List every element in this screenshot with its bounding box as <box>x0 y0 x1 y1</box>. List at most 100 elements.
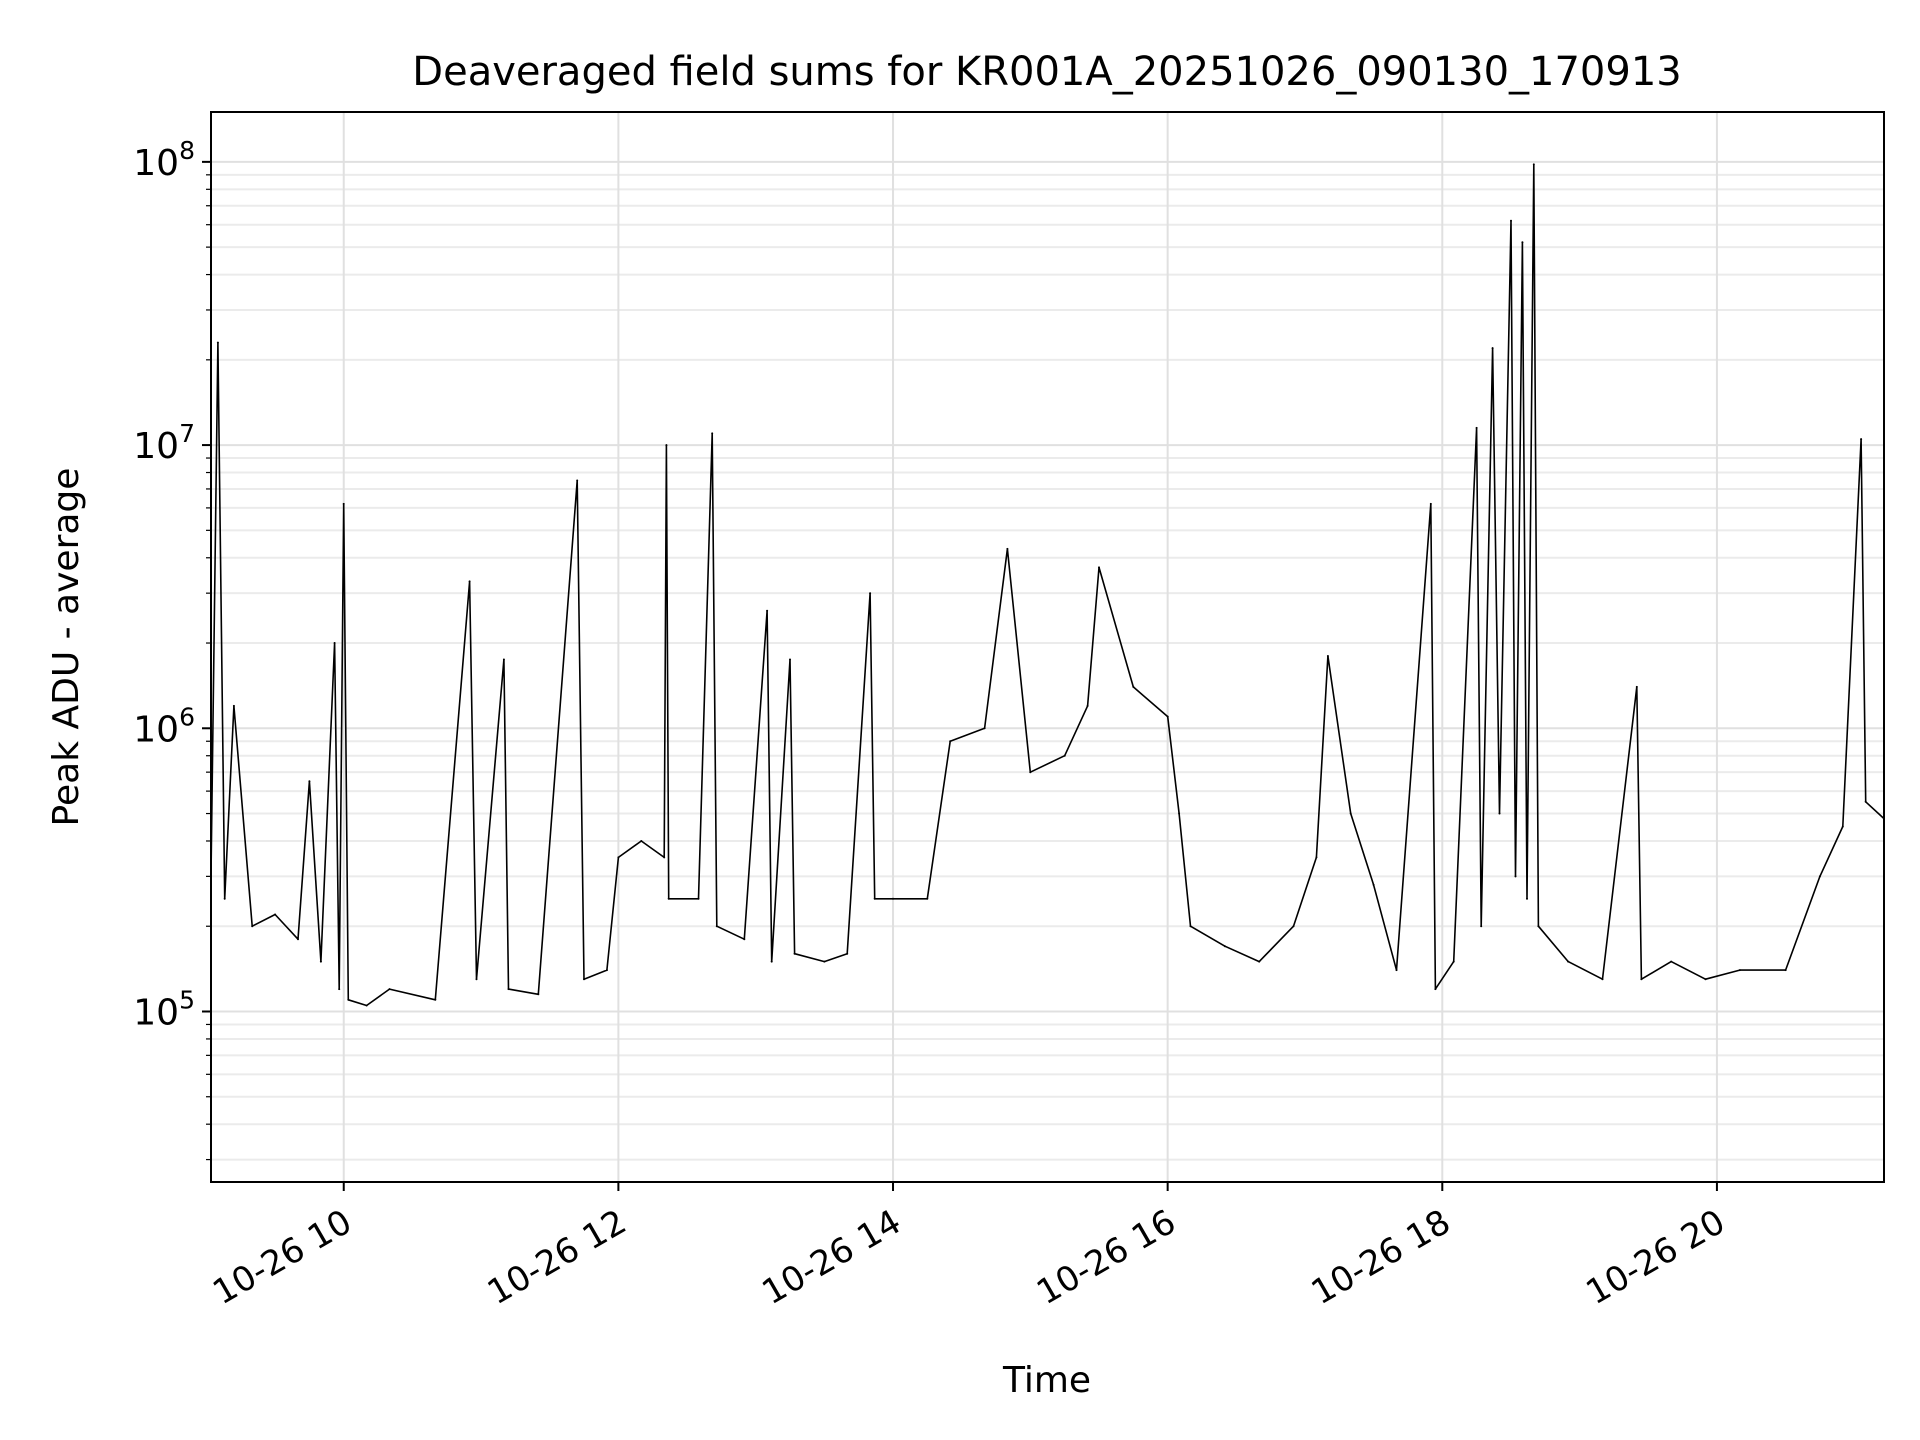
data-point <box>308 780 311 783</box>
data-point <box>1063 754 1066 757</box>
data-point <box>1349 812 1352 815</box>
y-tick-label: 106 <box>133 702 195 750</box>
data-point <box>1452 960 1455 963</box>
data-point <box>711 432 714 435</box>
y-axis-label: Peak ADU - average <box>46 468 87 827</box>
data-point <box>468 580 471 583</box>
data-point <box>333 642 336 644</box>
data-point <box>892 897 894 900</box>
data-point <box>1864 800 1867 803</box>
data-point <box>216 341 219 344</box>
data-point <box>576 479 579 482</box>
data-point <box>1738 969 1741 972</box>
data-point <box>1526 897 1528 900</box>
data-point <box>1521 241 1524 244</box>
data-point <box>1315 856 1318 859</box>
data-point <box>665 444 668 447</box>
data-point <box>1189 925 1192 928</box>
plot-series <box>210 163 1885 1007</box>
data-point <box>297 938 299 941</box>
data-point <box>715 925 718 928</box>
data-point <box>1098 566 1100 569</box>
data-point <box>1395 969 1398 972</box>
data-point <box>983 727 986 730</box>
data-point <box>1704 978 1707 981</box>
data-point <box>1434 988 1437 991</box>
data-point <box>1841 825 1844 828</box>
data-point <box>1372 883 1375 886</box>
data-point <box>1601 978 1604 981</box>
data-point <box>1818 875 1821 878</box>
data-point <box>640 840 643 842</box>
y-tick-label: 107 <box>133 419 195 467</box>
data-point <box>926 897 929 900</box>
data-point <box>319 960 322 963</box>
data-point <box>770 960 773 963</box>
data-point <box>1860 438 1863 441</box>
data-point <box>1480 925 1483 928</box>
data-point <box>475 978 478 981</box>
data-point <box>1258 960 1261 963</box>
chart-title: Deaveraged field sums for KR001A_2025102… <box>412 49 1681 95</box>
data-point <box>434 998 437 1001</box>
data-point <box>873 897 876 900</box>
data-point <box>1326 655 1329 657</box>
data-point <box>1178 812 1181 815</box>
data-point <box>1567 960 1570 963</box>
data-point <box>823 960 826 963</box>
data-point <box>1491 347 1494 350</box>
y-tick-label: 105 <box>133 985 195 1033</box>
data-point <box>949 740 952 743</box>
data-point <box>537 993 540 996</box>
grid <box>211 112 1884 1182</box>
data-point <box>232 704 235 707</box>
data-point <box>1029 771 1032 774</box>
data-point <box>223 897 226 900</box>
data-point <box>1640 978 1643 981</box>
data-point <box>663 856 666 859</box>
data-point <box>1475 426 1478 429</box>
data-point <box>388 988 391 991</box>
data-point <box>365 1004 368 1007</box>
series-line <box>210 163 1885 1007</box>
data-point <box>1223 945 1226 948</box>
x-axis-label: Time <box>1002 1360 1091 1401</box>
data-point <box>1166 715 1169 718</box>
data-point <box>1635 685 1638 688</box>
data-point <box>1510 219 1512 222</box>
data-point <box>583 978 585 981</box>
data-point <box>789 658 791 661</box>
data-point <box>1132 685 1135 688</box>
plot-frame <box>210 111 1885 1183</box>
data-point <box>1429 502 1432 505</box>
data-point <box>667 897 670 900</box>
data-point <box>338 988 341 991</box>
data-point <box>793 952 796 955</box>
data-point <box>251 925 254 928</box>
data-point <box>1537 925 1540 928</box>
data-point <box>1292 925 1295 928</box>
data-point <box>869 592 872 595</box>
data-point <box>342 502 345 505</box>
data-point <box>605 969 608 972</box>
data-point <box>1670 960 1673 963</box>
data-point <box>697 897 700 900</box>
data-point <box>846 952 849 955</box>
data-point <box>617 856 620 859</box>
data-point <box>1532 163 1535 166</box>
data-point <box>347 998 350 1001</box>
data-point <box>1498 812 1501 815</box>
data-point <box>1514 875 1517 878</box>
data-point <box>1006 547 1009 550</box>
data-point <box>743 938 746 941</box>
y-axis-ticks: 105 106 107 108 <box>133 136 211 1161</box>
data-point <box>502 658 505 661</box>
data-point <box>1784 969 1787 972</box>
data-point <box>274 913 277 916</box>
data-point <box>507 988 510 991</box>
data-point <box>1086 704 1089 707</box>
y-tick-label: 108 <box>133 136 195 184</box>
data-point <box>766 609 769 612</box>
